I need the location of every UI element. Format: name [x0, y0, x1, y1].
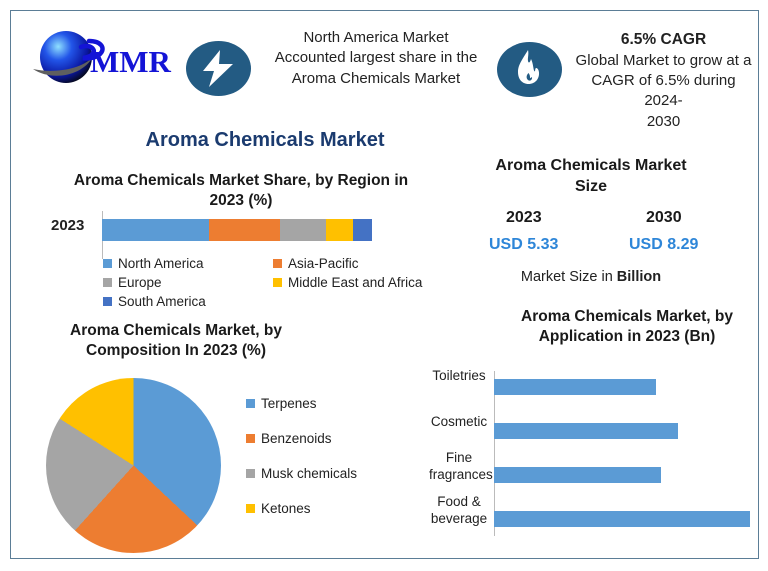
svg-text:MMR: MMR — [90, 44, 172, 79]
